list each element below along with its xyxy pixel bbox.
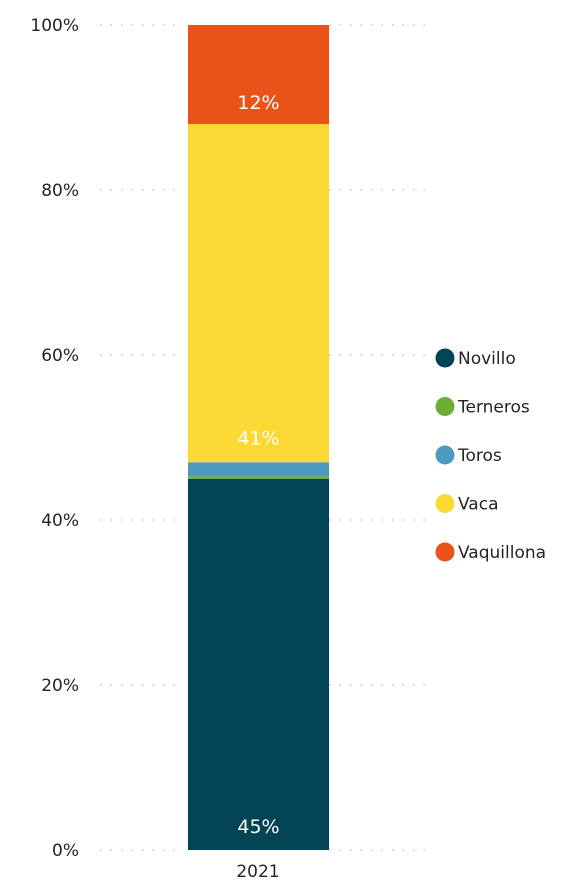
y-tick-label: 20% bbox=[41, 676, 79, 696]
legend-marker bbox=[435, 542, 455, 562]
bar-segment-vaca[interactable] bbox=[188, 124, 329, 463]
legend-marker bbox=[435, 494, 455, 513]
legend-item-terneros[interactable]: Terneros bbox=[435, 397, 530, 418]
legend-marker bbox=[435, 348, 455, 368]
data-labels: 45% 41% 12% bbox=[237, 92, 279, 838]
bar-segment-toros[interactable] bbox=[188, 462, 329, 477]
legend-marker bbox=[435, 445, 455, 465]
legend-label: Vaca bbox=[458, 495, 499, 515]
y-tick-label: 60% bbox=[41, 346, 79, 366]
bar-segment-terneros[interactable] bbox=[188, 476, 329, 479]
legend-item-novillo[interactable]: Novillo bbox=[435, 348, 516, 370]
legend-item-vaca[interactable]: Vaca bbox=[435, 494, 499, 515]
x-axis-ticks: 2021 bbox=[236, 862, 279, 881]
y-axis-ticks: 0% 20% 40% 60% 80% 100% bbox=[30, 16, 79, 861]
y-tick-label: 40% bbox=[41, 511, 79, 531]
y-tick-label: 0% bbox=[52, 841, 79, 861]
legend-item-vaquillona[interactable]: Vaquillona bbox=[435, 542, 547, 564]
data-label-vaquillona: 12% bbox=[237, 92, 279, 114]
bar-2021[interactable] bbox=[188, 25, 329, 850]
legend-label: Toros bbox=[457, 446, 502, 466]
y-tick-label: 80% bbox=[41, 181, 79, 201]
legend-item-toros[interactable]: Toros bbox=[435, 445, 502, 467]
x-tick-2021: 2021 bbox=[236, 862, 279, 881]
bar-segment-novillo[interactable] bbox=[188, 478, 329, 850]
data-label-novillo: 45% bbox=[237, 816, 279, 838]
legend-label: Novillo bbox=[458, 349, 516, 369]
data-label-vaca: 41% bbox=[237, 427, 279, 449]
legend-label: Terneros bbox=[457, 398, 530, 418]
legend-marker bbox=[435, 397, 455, 416]
legend: Novillo Terneros Toros Vaca Vaquillona bbox=[435, 348, 547, 564]
bar-segment-vaquillona[interactable] bbox=[188, 25, 329, 124]
legend-label: Vaquillona bbox=[458, 543, 546, 563]
y-tick-label: 100% bbox=[30, 16, 79, 36]
